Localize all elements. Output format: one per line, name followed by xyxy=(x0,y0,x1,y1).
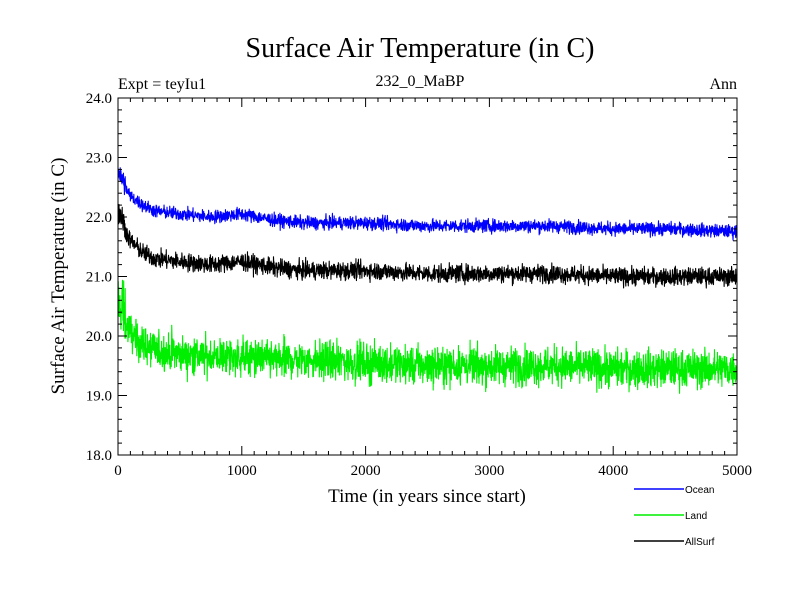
series-layer xyxy=(117,167,738,394)
series-line-allsurf xyxy=(117,203,738,289)
period-label: Ann xyxy=(709,76,737,93)
chart-title: Surface Air Temperature (in C) xyxy=(246,33,595,64)
y-tick-label: 23.0 xyxy=(86,151,112,167)
y-tick-label: 21.0 xyxy=(86,270,112,286)
series-line-ocean xyxy=(117,167,738,241)
y-tick-label: 24.0 xyxy=(86,91,112,107)
experiment-label: Expt = teyIu1 xyxy=(118,76,206,93)
legend-label-land: Land xyxy=(685,511,707,522)
chart-subtitle: 232_0_MaBP xyxy=(376,73,465,90)
x-tick-label: 1000 xyxy=(227,463,257,479)
x-tick-label: 4000 xyxy=(598,463,628,479)
y-tick-label: 19.0 xyxy=(86,389,112,405)
axis-layer: 0 1000 2000 3000 4000 5000 18.0 19.0 20.0 21.0 22.… xyxy=(86,91,752,479)
legend-label-allsurf: AllSurf xyxy=(685,537,715,548)
x-tick-label: 5000 xyxy=(722,463,752,479)
legend: Ocean Land AllSurf xyxy=(634,485,715,548)
x-tick-label: 2000 xyxy=(351,463,381,479)
series-line-land xyxy=(117,279,738,394)
legend-label-ocean: Ocean xyxy=(685,485,714,496)
y-tick-label: 20.0 xyxy=(86,329,112,345)
y-axis-label: Surface Air Temperature (in C) xyxy=(48,158,69,395)
y-tick-label: 18.0 xyxy=(86,448,112,464)
x-tick-label: 0 xyxy=(114,463,122,479)
y-tick-label: 22.0 xyxy=(86,210,112,226)
x-axis-label: Time (in years since start) xyxy=(328,486,526,507)
x-tick-label: 3000 xyxy=(474,463,504,479)
